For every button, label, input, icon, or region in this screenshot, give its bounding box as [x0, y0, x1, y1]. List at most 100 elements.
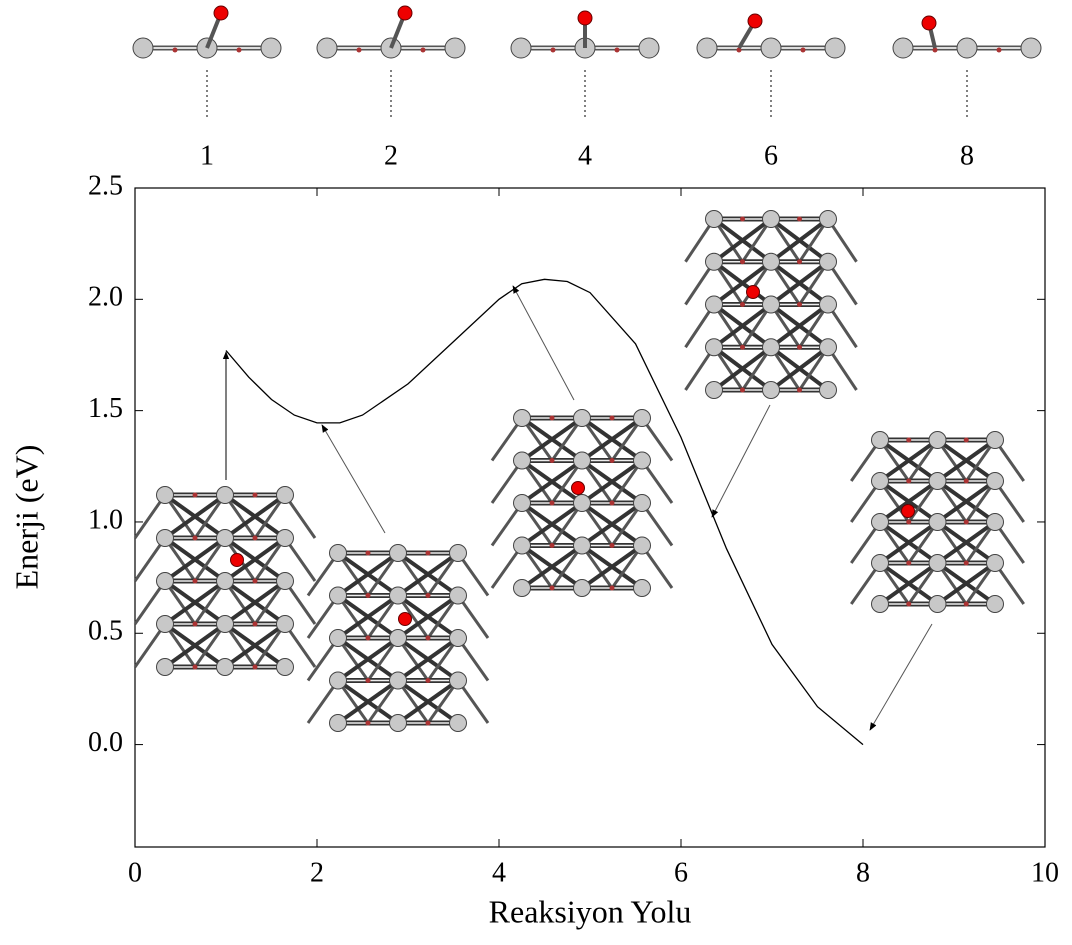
atom	[390, 587, 407, 604]
atom-small	[550, 501, 555, 506]
oxygen	[231, 554, 244, 567]
atom	[987, 596, 1004, 613]
arrow	[322, 425, 385, 533]
y-tick-label: 2.0	[88, 282, 123, 313]
atom	[872, 514, 889, 531]
atom-small	[610, 458, 615, 463]
atom-small	[193, 622, 198, 627]
atom-small	[366, 678, 371, 683]
atom	[277, 530, 294, 547]
atom	[574, 452, 591, 469]
atom	[825, 38, 845, 58]
atom	[987, 555, 1004, 572]
atom-small	[366, 551, 371, 556]
atom	[390, 715, 407, 732]
atom	[277, 487, 294, 504]
atom	[450, 545, 467, 562]
atom-small	[366, 721, 371, 726]
atom	[277, 573, 294, 590]
atom	[820, 382, 837, 399]
atom	[157, 530, 174, 547]
atom	[763, 211, 780, 228]
surface-inset	[851, 432, 1024, 613]
atom	[157, 487, 174, 504]
atom-small	[366, 636, 371, 641]
surface-inset	[308, 545, 488, 732]
atom-small	[797, 217, 802, 222]
atom	[763, 296, 780, 313]
atom	[929, 596, 946, 613]
atom	[514, 580, 531, 597]
atom	[450, 587, 467, 604]
atom-small	[906, 479, 911, 484]
y-tick-label: 2.5	[88, 170, 123, 201]
oxygen	[922, 16, 936, 30]
atom-small	[610, 586, 615, 591]
atom-small	[906, 561, 911, 566]
atom	[820, 339, 837, 356]
atom	[634, 537, 651, 554]
atom-small	[426, 636, 431, 641]
atom	[317, 38, 337, 58]
chart: Reaksiyon Yolu Enerji (eV) 02468100.00.5…	[0, 0, 1072, 945]
atom	[763, 382, 780, 399]
atom-small	[426, 678, 431, 683]
x-tick-label: 8	[856, 857, 870, 888]
atom-small	[610, 543, 615, 548]
atom-small	[357, 48, 362, 53]
atom-small	[797, 345, 802, 350]
arrow	[513, 286, 574, 400]
oxygen	[572, 482, 585, 495]
atom-small	[964, 479, 969, 484]
atom-small	[797, 388, 802, 393]
atom-small	[906, 602, 911, 607]
atom	[872, 432, 889, 449]
atom	[639, 38, 659, 58]
oxygen	[748, 14, 762, 28]
x-tick-label: 2	[310, 857, 324, 888]
atom	[514, 495, 531, 512]
oxygen	[214, 6, 228, 20]
atom	[929, 514, 946, 531]
atom	[872, 596, 889, 613]
atom	[217, 659, 234, 676]
atom	[820, 296, 837, 313]
arrow	[870, 624, 932, 730]
atom	[634, 452, 651, 469]
atom-small	[740, 302, 745, 307]
structure-label: 8	[960, 140, 974, 171]
atom-small	[997, 48, 1002, 53]
x-tick-label: 6	[674, 857, 688, 888]
atom	[957, 38, 977, 58]
atom-small	[610, 501, 615, 506]
atom	[390, 630, 407, 647]
atom	[514, 410, 531, 427]
surface-inset	[492, 410, 672, 597]
structure-label: 1	[200, 140, 214, 171]
atom-small	[797, 259, 802, 264]
atom-small	[253, 579, 258, 584]
y-tick-label: 1.0	[88, 504, 123, 535]
atom-small	[964, 438, 969, 443]
surface-inset	[135, 487, 315, 676]
atom	[277, 659, 294, 676]
atom	[820, 253, 837, 270]
atom-small	[253, 665, 258, 670]
atom-small	[740, 259, 745, 264]
atom	[706, 211, 723, 228]
atom-small	[550, 543, 555, 548]
atom	[157, 573, 174, 590]
atom	[634, 580, 651, 597]
y-tick-label: 0.5	[88, 616, 123, 647]
atom	[514, 537, 531, 554]
structure-label: 6	[764, 140, 778, 171]
atom	[157, 659, 174, 676]
atom	[820, 211, 837, 228]
atom-small	[426, 721, 431, 726]
atom	[987, 432, 1004, 449]
oxygen	[399, 613, 412, 626]
atom-small	[797, 302, 802, 307]
oxygen	[578, 11, 592, 25]
arrow	[712, 405, 770, 517]
atom-small	[253, 493, 258, 498]
